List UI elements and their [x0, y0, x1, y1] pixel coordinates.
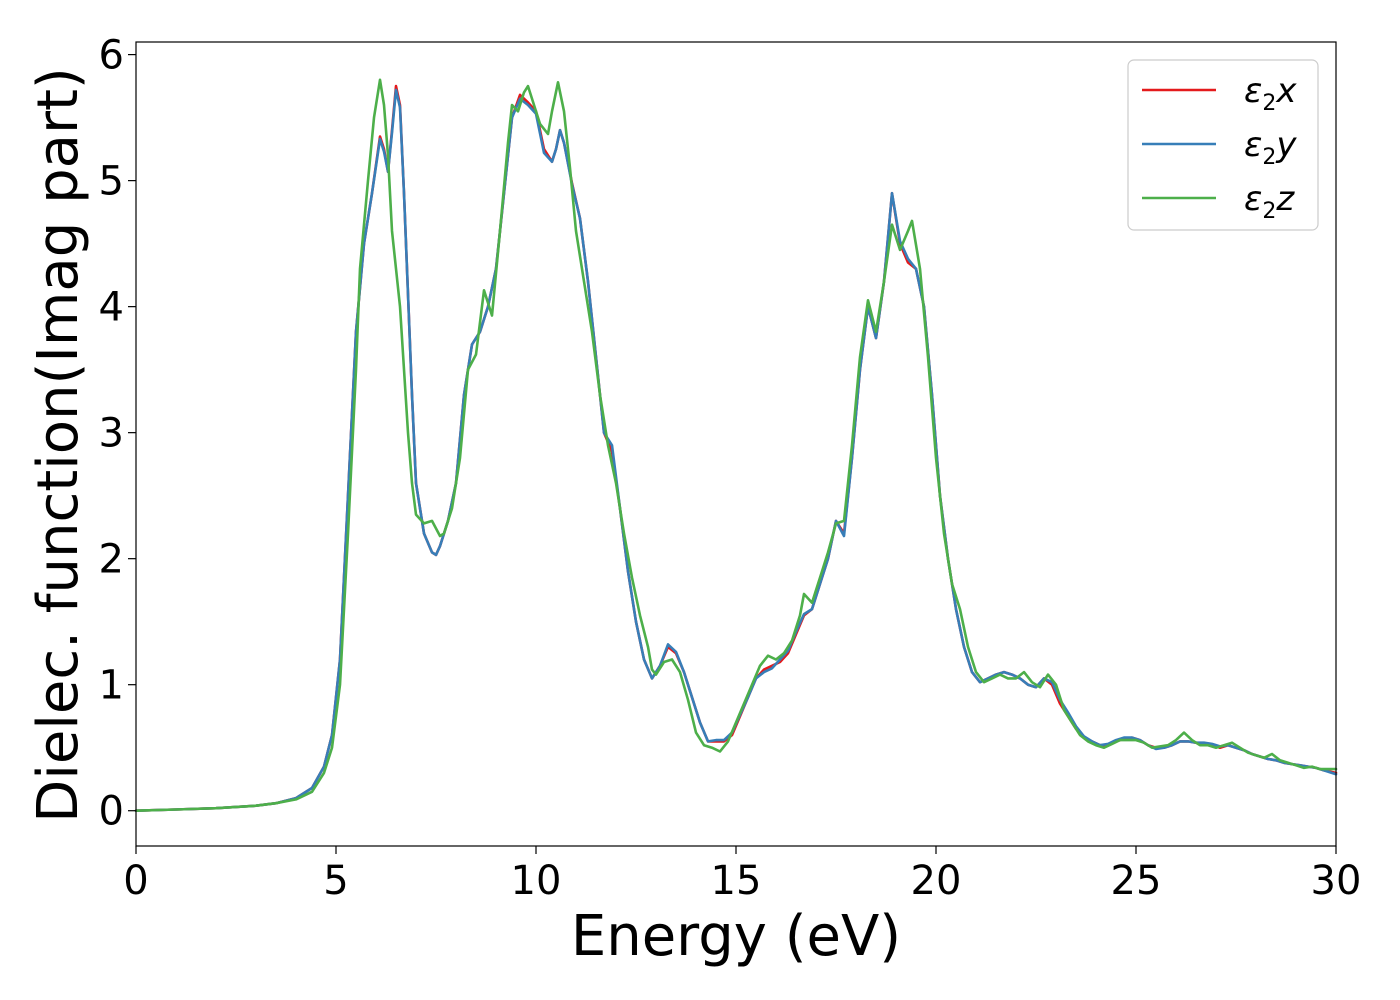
x-tick-label: 30 [1311, 858, 1362, 904]
series-line-z [134, 78, 1338, 812]
x-axis-ticks: 0 5 10 15 20 25 30 [123, 846, 1361, 904]
legend-label-x: ε2x [1244, 71, 1297, 116]
legend-box [1127, 59, 1319, 231]
y-tick-label: 3 [99, 411, 124, 457]
x-tick-label: 10 [511, 858, 562, 904]
y-tick-label: 4 [99, 285, 124, 331]
y-tick-label: 2 [99, 537, 124, 583]
y-tick-label: 1 [99, 663, 124, 709]
y-axis-ticks: 0 1 2 3 4 5 6 [99, 33, 136, 835]
legend-label-y: ε2y [1244, 125, 1297, 170]
x-tick-label: 5 [323, 858, 348, 904]
x-tick-label: 25 [1111, 858, 1162, 904]
x-tick-label: 15 [711, 858, 762, 904]
x-axis-label: Energy (eV) [571, 904, 901, 969]
x-tick-label: 0 [123, 858, 148, 904]
legend: ε2x ε2y ε2z [1127, 59, 1319, 231]
y-tick-label: 0 [99, 789, 124, 835]
y-tick-label: 5 [99, 159, 124, 205]
y-tick-label: 6 [99, 33, 124, 79]
legend-label-z: ε2z [1244, 179, 1295, 224]
y-axis-label: Dielec. function(Imag part) [26, 67, 91, 823]
x-tick-label: 20 [911, 858, 962, 904]
series-layer [134, 78, 1338, 812]
